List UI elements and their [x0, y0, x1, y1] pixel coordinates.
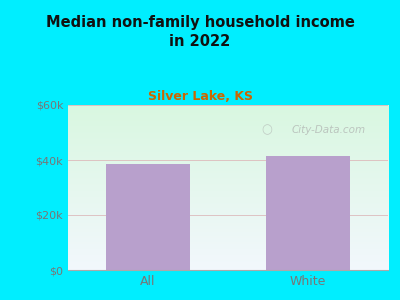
Text: ○: ○	[261, 123, 272, 136]
Text: City-Data.com: City-Data.com	[292, 125, 366, 135]
Text: Median non-family household income
in 2022: Median non-family household income in 20…	[46, 15, 354, 49]
Text: Silver Lake, KS: Silver Lake, KS	[148, 90, 252, 103]
Bar	[266, 156, 350, 270]
Bar	[106, 164, 190, 270]
